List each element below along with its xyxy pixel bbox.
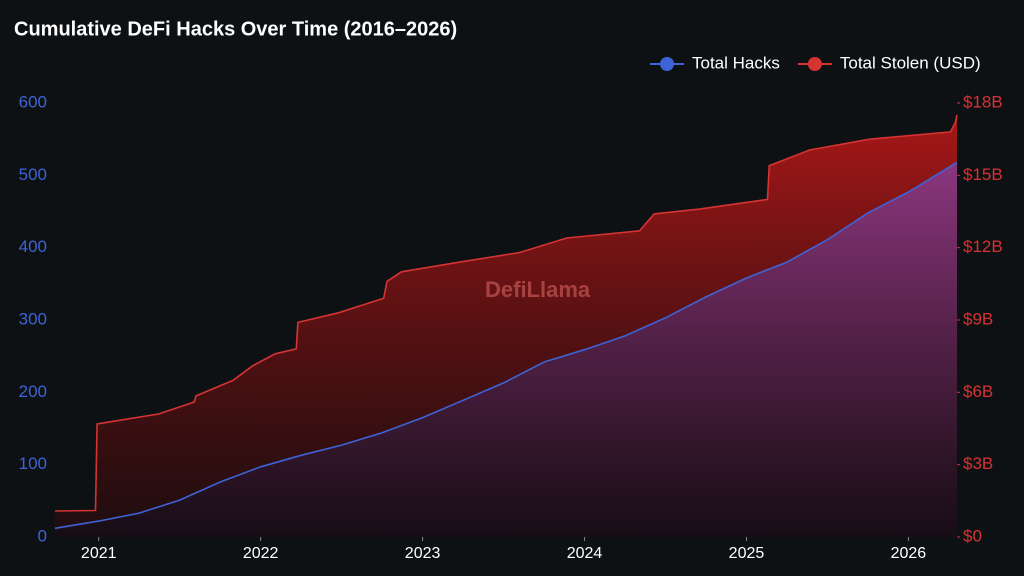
plot-area	[54, 114, 958, 538]
x-tick-label: 2024	[567, 545, 603, 562]
y-tick-label: 500	[19, 165, 47, 184]
x-tick-label: 2023	[405, 545, 441, 562]
y-tick-label: 100	[19, 454, 47, 473]
chart-title: Cumulative DeFi Hacks Over Time (2016–20…	[14, 18, 457, 40]
y2-tick-label: $15B	[963, 165, 1003, 184]
y2-tick-label: $3B	[963, 454, 993, 473]
y-tick-label: 400	[19, 237, 47, 256]
y2-tick-label: $6B	[963, 382, 993, 401]
legend-item: Total Stolen (USD)	[797, 53, 981, 72]
x-tick-label: 2022	[243, 545, 279, 562]
y2-tick-label: $9B	[963, 309, 993, 328]
area-fill	[55, 162, 957, 538]
legend-marker	[660, 57, 674, 71]
legend-label: Total Hacks	[692, 53, 780, 72]
x-tick-label: 2025	[729, 545, 765, 562]
y2-tick-label: $0	[963, 526, 982, 545]
legend-marker	[807, 57, 822, 71]
y2-tick-label: $12B	[963, 237, 1003, 256]
line	[54, 114, 958, 512]
y-tick-label: 0	[38, 526, 47, 545]
legend-item: Total Hacks	[650, 53, 780, 72]
y2-tick-label: $18B	[963, 92, 1003, 111]
y-tick-label: 200	[19, 382, 47, 401]
watermark: DefiLlama	[485, 277, 591, 302]
y-tick-label: 300	[19, 309, 47, 328]
legend-label: Total Stolen (USD)	[840, 53, 981, 72]
y-tick-label: 600	[19, 92, 47, 111]
line	[54, 161, 958, 530]
x-tick-label: 2021	[81, 545, 117, 562]
x-tick-label: 2026	[891, 545, 927, 562]
